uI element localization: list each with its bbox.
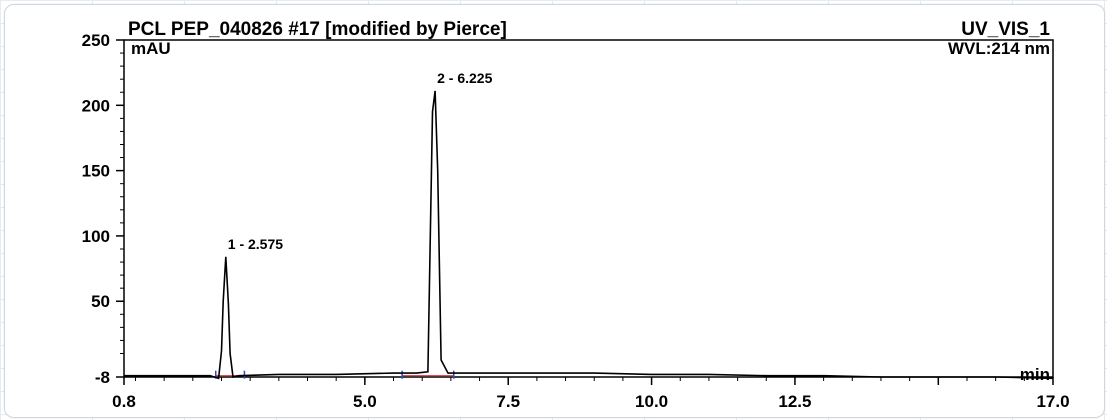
y-tick-label: 50 — [91, 292, 110, 311]
x-tick-label: 7.5 — [496, 392, 520, 411]
x-tick-label: 17.0 — [1036, 392, 1069, 411]
y-axis-unit: mAU — [131, 39, 171, 58]
y-tick-label: 250 — [82, 31, 110, 50]
chart-title: PCL PEP_040826 #17 [modified by Pierce] — [128, 19, 507, 40]
channel-label: UV_VIS_1 — [961, 19, 1050, 40]
x-tick-label: 12.5 — [778, 392, 811, 411]
wavelength-label: WVL:214 nm — [948, 39, 1050, 58]
x-axis-unit: min — [1020, 365, 1050, 384]
peak-label: 2 - 6.225 — [437, 70, 492, 86]
x-tick-label: 10.0 — [635, 392, 668, 411]
chart-card — [4, 4, 1105, 418]
x-tick-label: 0.8 — [112, 392, 136, 411]
chromatogram-trace — [124, 90, 1054, 380]
y-tick-label: 150 — [82, 162, 110, 181]
plot-area-frame — [123, 39, 1054, 378]
y-tick-label: 100 — [82, 227, 110, 246]
y-tick-label: -8 — [95, 368, 110, 387]
x-tick-label: 5.0 — [353, 392, 377, 411]
peak-label: 1 - 2.575 — [228, 236, 283, 252]
y-tick-label: 200 — [82, 96, 110, 115]
